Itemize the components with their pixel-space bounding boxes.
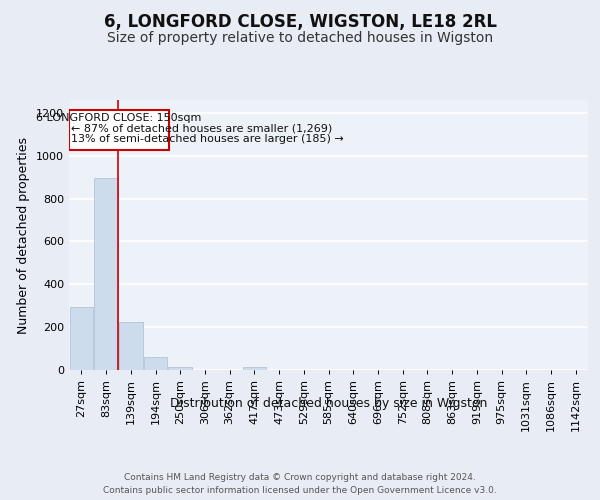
Text: 6 LONGFORD CLOSE: 150sqm: 6 LONGFORD CLOSE: 150sqm xyxy=(37,113,202,123)
Text: 6, LONGFORD CLOSE, WIGSTON, LE18 2RL: 6, LONGFORD CLOSE, WIGSTON, LE18 2RL xyxy=(104,12,497,30)
Text: ← 87% of detached houses are smaller (1,269): ← 87% of detached houses are smaller (1,… xyxy=(71,123,333,133)
Text: Contains HM Land Registry data © Crown copyright and database right 2024.: Contains HM Land Registry data © Crown c… xyxy=(124,472,476,482)
Bar xyxy=(70,307,93,370)
Bar xyxy=(119,322,143,370)
FancyBboxPatch shape xyxy=(69,110,169,150)
Bar xyxy=(169,367,192,370)
Text: 13% of semi-detached houses are larger (185) →: 13% of semi-detached houses are larger (… xyxy=(71,134,344,144)
Y-axis label: Number of detached properties: Number of detached properties xyxy=(17,136,31,334)
Text: Contains public sector information licensed under the Open Government Licence v3: Contains public sector information licen… xyxy=(103,486,497,495)
Text: Distribution of detached houses by size in Wigston: Distribution of detached houses by size … xyxy=(170,398,487,410)
Bar xyxy=(144,357,167,370)
Bar xyxy=(242,367,266,370)
Bar xyxy=(94,178,118,370)
Text: Size of property relative to detached houses in Wigston: Size of property relative to detached ho… xyxy=(107,31,493,45)
